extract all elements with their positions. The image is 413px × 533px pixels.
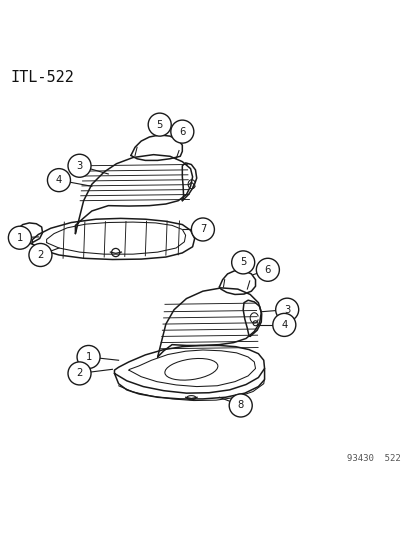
Text: 4: 4 — [56, 175, 62, 185]
Circle shape — [77, 345, 100, 368]
Text: 6: 6 — [179, 127, 185, 136]
Text: 93430  522: 93430 522 — [346, 454, 399, 463]
Circle shape — [229, 394, 252, 417]
Text: 1: 1 — [85, 352, 92, 362]
Text: 3: 3 — [283, 305, 290, 314]
Text: 6: 6 — [264, 265, 271, 275]
Circle shape — [191, 218, 214, 241]
Circle shape — [68, 362, 91, 385]
Text: 2: 2 — [37, 250, 43, 260]
Circle shape — [171, 120, 193, 143]
Text: 1: 1 — [17, 233, 23, 243]
Circle shape — [275, 298, 298, 321]
Circle shape — [272, 313, 295, 336]
Text: 7: 7 — [199, 224, 206, 235]
Circle shape — [256, 259, 279, 281]
Circle shape — [68, 154, 91, 177]
Text: ITL-522: ITL-522 — [10, 70, 74, 85]
Circle shape — [148, 113, 171, 136]
Text: 4: 4 — [280, 320, 287, 330]
Text: 3: 3 — [76, 161, 83, 171]
Text: 2: 2 — [76, 368, 83, 378]
Circle shape — [47, 168, 70, 192]
Text: 8: 8 — [237, 400, 243, 410]
Text: 5: 5 — [240, 257, 246, 268]
Text: 5: 5 — [156, 119, 162, 130]
Circle shape — [29, 244, 52, 266]
Circle shape — [231, 251, 254, 274]
Circle shape — [8, 226, 31, 249]
